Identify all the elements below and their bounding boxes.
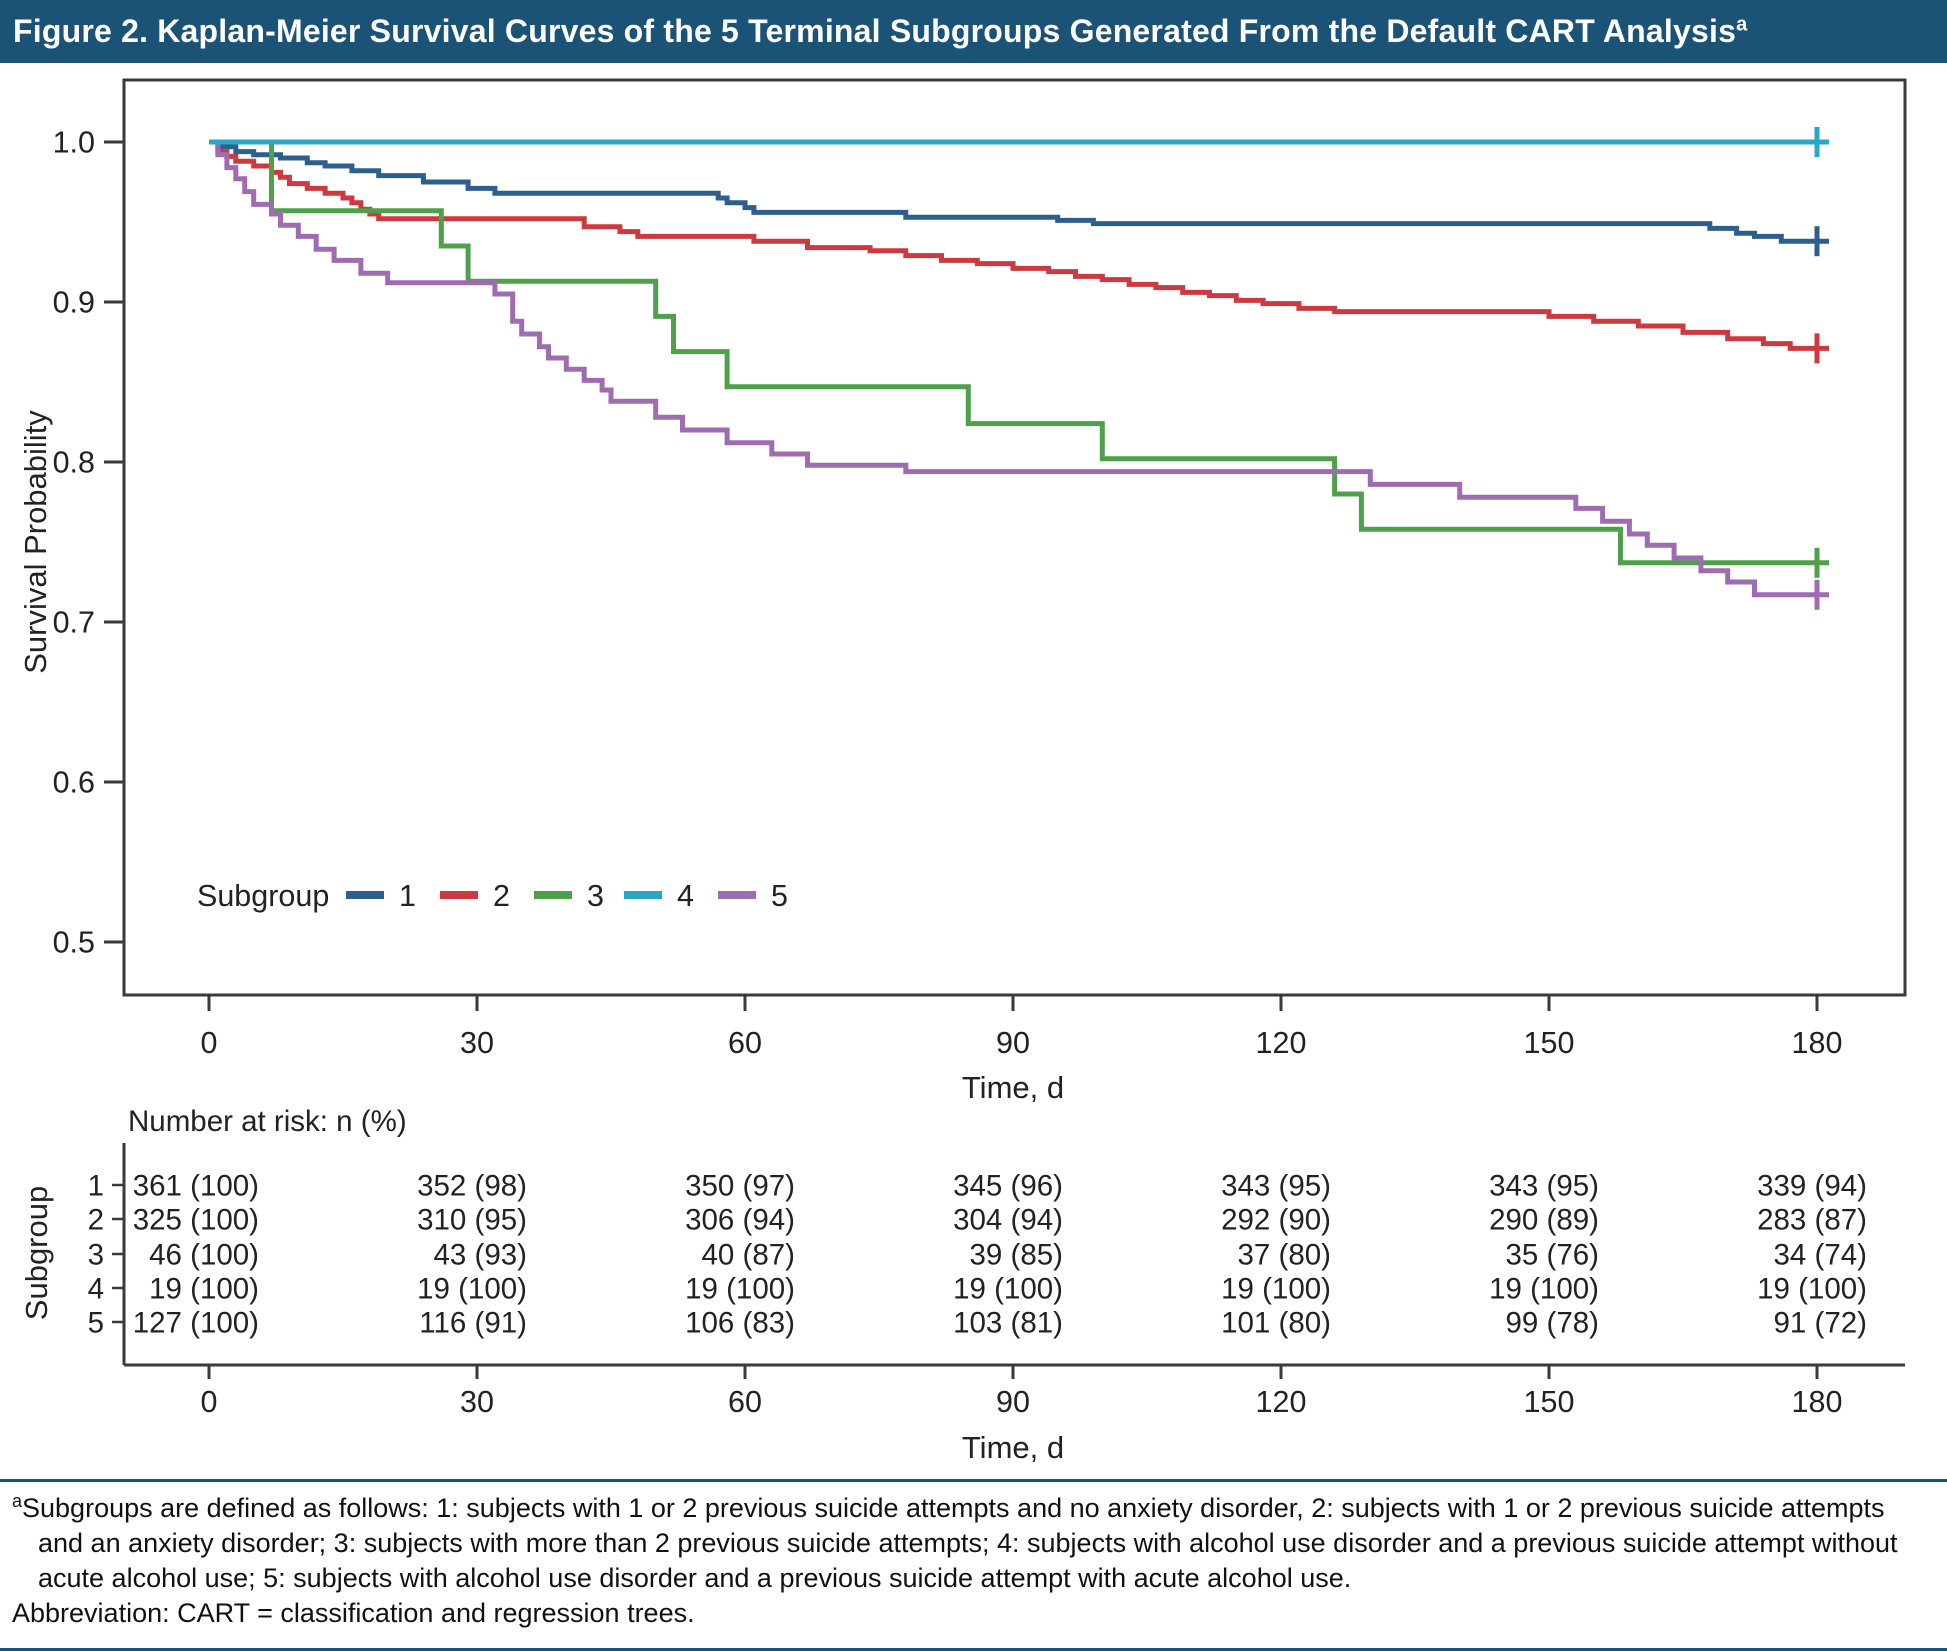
risk-cell: 343 (95) (1221, 1169, 1331, 1202)
risk-x-tick-label: 180 (1792, 1385, 1843, 1419)
risk-row-label-subgroup-5: 5 (88, 1306, 104, 1339)
y-tick-label: 0.8 (53, 446, 95, 480)
footnote-abbreviation: Abbreviation: CART = classification and … (12, 1598, 695, 1628)
risk-cell: 343 (95) (1489, 1169, 1599, 1202)
risk-cell: 290 (89) (1489, 1203, 1599, 1236)
risk-x-tick-label: 150 (1524, 1385, 1575, 1419)
y-axis-title: Survival Probability (18, 410, 53, 674)
risk-row-label-subgroup-1: 1 (88, 1169, 104, 1202)
risk-cell: 283 (87) (1757, 1203, 1867, 1236)
risk-row-label-subgroup-4: 4 (88, 1272, 104, 1305)
risk-cell: 19 (100) (417, 1272, 527, 1305)
legend-label-subgroup-1: 1 (399, 879, 416, 913)
risk-x-tick-label: 120 (1256, 1385, 1307, 1419)
risk-cell: 345 (96) (953, 1169, 1063, 1202)
figure-title: Figure 2. Kaplan-Meier Survival Curves o… (13, 13, 1748, 49)
title-superscript: a (1736, 13, 1748, 36)
risk-cell: 43 (93) (434, 1238, 527, 1271)
risk-cell: 39 (85) (970, 1238, 1063, 1271)
risk-cell: 103 (81) (953, 1306, 1063, 1339)
x-tick-label: 30 (460, 1026, 494, 1060)
legend-label-subgroup-5: 5 (771, 879, 788, 913)
risk-cell: 19 (100) (149, 1272, 259, 1305)
legend-title: Subgroup (197, 879, 329, 913)
risk-cell: 361 (100) (133, 1169, 259, 1202)
y-tick-label: 0.6 (53, 766, 95, 800)
risk-cell: 19 (100) (1489, 1272, 1599, 1305)
km-survival-chart: 1.00.90.80.70.60.50 30 60 90 120 150 180Time, … (18, 78, 1907, 1465)
x-tick-label: 150 (1524, 1026, 1575, 1060)
footnote: aSubgroups are defined as follows: 1: su… (0, 1479, 1947, 1651)
risk-cell: 306 (94) (685, 1203, 795, 1236)
y-tick-label: 0.9 (53, 286, 95, 320)
y-tick-label: 1.0 (53, 126, 95, 160)
risk-cell: 304 (94) (953, 1203, 1063, 1236)
survival-curve-subgroup-5 (209, 139, 1829, 598)
risk-table-y-axis-title: Subgroup (19, 1186, 54, 1320)
footnote-definitions: aSubgroups are defined as follows: 1: su… (12, 1491, 1898, 1593)
risk-cell: 35 (76) (1506, 1238, 1599, 1271)
risk-cell: 99 (78) (1506, 1306, 1599, 1339)
risk-cell: 19 (100) (685, 1272, 795, 1305)
risk-cell: 350 (97) (685, 1169, 795, 1202)
risk-x-tick-label: 90 (996, 1385, 1030, 1419)
risk-cell: 116 (91) (419, 1306, 527, 1339)
risk-cell: 325 (100) (133, 1203, 259, 1236)
x-tick-label: 0 (201, 1026, 218, 1060)
survival-curve-subgroup-2 (209, 139, 1829, 351)
x-tick-label: 90 (996, 1026, 1030, 1060)
y-tick-label: 0.7 (53, 606, 95, 640)
risk-cell: 106 (83) (685, 1306, 795, 1339)
survival-curve-subgroup-1 (209, 139, 1829, 244)
x-tick-label: 180 (1792, 1026, 1843, 1060)
risk-cell: 40 (87) (702, 1238, 795, 1271)
footnote-superscript: a (12, 1491, 23, 1511)
risk-table-header: Number at risk: n (%) (128, 1105, 407, 1138)
x-axis-title: Time, d (962, 1070, 1064, 1105)
risk-x-tick-label: 30 (460, 1385, 494, 1419)
x-tick-label: 60 (728, 1026, 762, 1060)
risk-x-axis-title: Time, d (962, 1430, 1064, 1465)
risk-cell: 310 (95) (417, 1203, 527, 1236)
x-tick-label: 120 (1256, 1026, 1307, 1060)
risk-row-label-subgroup-2: 2 (88, 1203, 104, 1236)
risk-cell: 46 (100) (149, 1238, 259, 1271)
y-tick-label: 0.5 (53, 926, 95, 960)
risk-cell: 292 (90) (1221, 1203, 1331, 1236)
legend-label-subgroup-2: 2 (493, 879, 510, 913)
legend-label-subgroup-3: 3 (587, 879, 604, 913)
risk-cell: 101 (80) (1221, 1306, 1331, 1339)
risk-row-label-subgroup-3: 3 (88, 1238, 104, 1271)
risk-cell: 352 (98) (417, 1169, 527, 1202)
survival-curve-subgroup-3 (209, 139, 1829, 566)
risk-cell: 19 (100) (1757, 1272, 1867, 1305)
legend-label-subgroup-4: 4 (677, 879, 694, 913)
risk-x-tick-label: 60 (728, 1385, 762, 1419)
risk-cell: 37 (80) (1238, 1238, 1331, 1271)
risk-cell: 19 (100) (953, 1272, 1063, 1305)
risk-cell: 19 (100) (1221, 1272, 1331, 1305)
risk-cell: 34 (74) (1774, 1238, 1867, 1271)
figure-title-bar: Figure 2. Kaplan-Meier Survival Curves o… (0, 0, 1947, 63)
risk-cell: 339 (94) (1757, 1169, 1867, 1202)
plot-frame (122, 78, 1907, 997)
risk-x-tick-label: 0 (201, 1385, 218, 1419)
risk-cell: 127 (100) (133, 1306, 259, 1339)
risk-cell: 91 (72) (1774, 1306, 1867, 1339)
